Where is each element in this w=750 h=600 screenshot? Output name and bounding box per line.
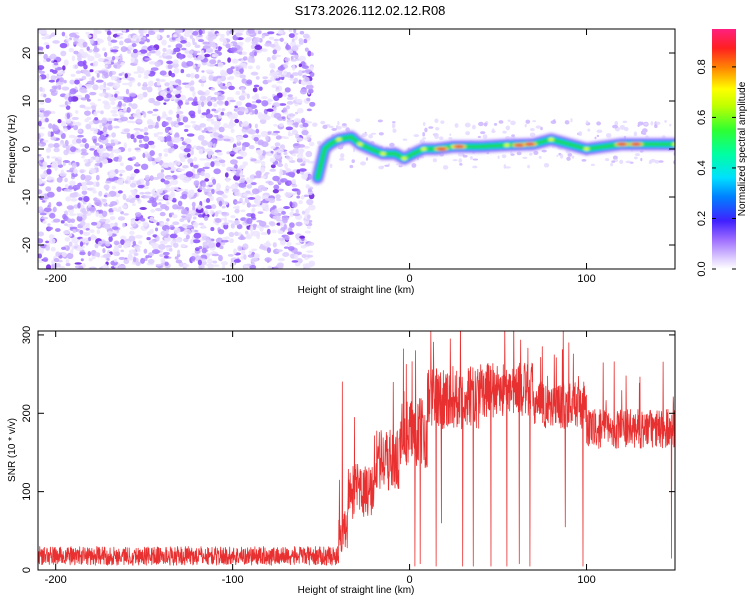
spectrogram-ridge-hotspot xyxy=(357,142,364,147)
spectrogram-image xyxy=(38,29,675,269)
figure-title: S173.2026.112.02.12.R08 xyxy=(295,3,446,18)
spectrogram-ytick-label: 10 xyxy=(21,95,33,107)
spectrogram-ridge-hotspot xyxy=(583,147,590,151)
colorbar-tick-label: 0.2 xyxy=(696,211,708,226)
colorbar-tick-label: 0.4 xyxy=(696,160,708,175)
snr-panel: -200 -100 0 100 0 100 200 300 Height of straigh… xyxy=(7,326,676,596)
snr-xlabel: Height of straight line (km) xyxy=(298,585,415,596)
colorbar: 0.0 0.2 0.4 0.6 0.8 Normalized spectral ampl… xyxy=(696,29,748,277)
snr-plot-area xyxy=(38,331,675,567)
spectrogram-ridge-hotspot xyxy=(420,147,427,151)
spectrogram-ridge-hotspot xyxy=(380,151,387,156)
spectrogram-ylabel: Frequency (Hz) xyxy=(7,115,18,184)
snr-xtick-label: 100 xyxy=(577,574,595,586)
spectrogram-peak-core xyxy=(514,143,525,147)
spectrogram-xtick-label: -100 xyxy=(222,273,244,285)
snr-frame xyxy=(37,330,676,571)
snr-ytick-label: 100 xyxy=(21,482,33,500)
spectrogram-ridge xyxy=(310,130,675,185)
spectrogram-ytick-label: -20 xyxy=(21,237,33,253)
spectrogram-ridge-hotspot xyxy=(401,156,408,161)
colorbar-label: Normalized spectral amplitude xyxy=(737,81,748,216)
spectrogram-ridge-hotspot xyxy=(335,137,342,142)
colorbar-tick-label: 0.8 xyxy=(696,59,708,74)
snr-series-line xyxy=(38,331,675,567)
spectrogram-ytick-label: -10 xyxy=(21,189,33,205)
snr-axes: -200 -100 0 100 0 100 200 300 xyxy=(21,326,675,586)
spectrogram-xtick-label: 100 xyxy=(577,273,595,285)
spectrogram-ridge-hotspot xyxy=(672,142,675,147)
spectrogram-peak-core xyxy=(454,145,465,149)
colorbar-ticks: 0.0 0.2 0.4 0.6 0.8 xyxy=(696,59,736,277)
spectrogram-peak-core xyxy=(436,147,447,151)
colorbar-gradient xyxy=(712,29,736,269)
snr-ytick-label: 300 xyxy=(21,326,33,344)
snr-xtick-label: 0 xyxy=(407,574,413,586)
spectrogram-noise xyxy=(38,29,316,269)
spectrogram-ytick-label: 0 xyxy=(21,146,33,152)
colorbar-tick-label: 0.0 xyxy=(696,261,708,276)
snr-xtick-label: -200 xyxy=(45,574,67,586)
snr-ylabel: SNR (10 * v/v) xyxy=(7,418,18,482)
spectrogram-ytick-label: 20 xyxy=(21,47,33,59)
spectrogram-xtick-label: 0 xyxy=(407,273,413,285)
spectrogram-xlabel: Height of straight line (km) xyxy=(298,285,415,296)
spectrogram-peak-core xyxy=(631,142,642,146)
spectrogram-peak-core xyxy=(616,142,627,146)
colorbar-tick-label: 0.6 xyxy=(696,110,708,125)
spectrogram-xtick-label: -200 xyxy=(45,273,67,285)
snr-ytick-label: 0 xyxy=(21,567,33,573)
snr-ytick-label: 200 xyxy=(21,404,33,422)
spectrogram-peak-core xyxy=(524,142,535,146)
snr-xtick-label: -100 xyxy=(222,574,244,586)
spectrogram-ridge-hotspot xyxy=(548,137,555,142)
spectrogram-ridge-hotspot xyxy=(503,143,510,148)
